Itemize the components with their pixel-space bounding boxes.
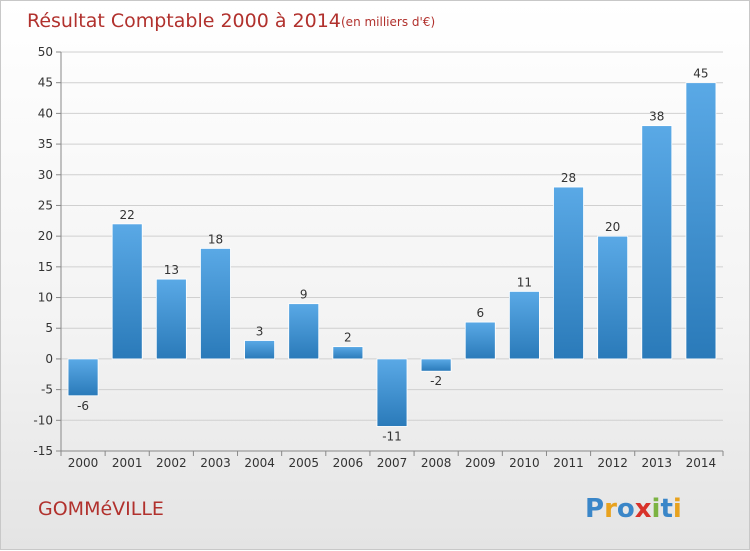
data-label: 6 xyxy=(476,306,484,320)
data-label: 20 xyxy=(605,220,620,234)
place-name: GOMMéVILLE xyxy=(38,498,164,520)
y-tick-label: 0 xyxy=(45,352,53,366)
data-label: 3 xyxy=(256,325,264,339)
bar xyxy=(464,321,496,360)
data-label: 11 xyxy=(517,275,532,289)
data-label: 9 xyxy=(300,288,308,302)
logo-letter: i xyxy=(652,494,661,524)
y-tick-label: -5 xyxy=(41,383,53,397)
bar xyxy=(200,248,231,360)
logo-letter: t xyxy=(660,494,672,524)
logo-letter: x xyxy=(635,494,652,524)
x-tick-label: 2006 xyxy=(333,456,364,470)
y-tick-label: 50 xyxy=(38,45,53,59)
bar xyxy=(244,340,276,360)
y-tick-label: 45 xyxy=(38,76,53,90)
chart-title: Résultat Comptable 2000 à 2014 xyxy=(27,10,341,32)
data-label: -6 xyxy=(77,399,89,413)
y-tick-label: -15 xyxy=(33,444,53,458)
y-axis: -15 -10 -5 0 5 10 15 20 25 30 35 40 45 50 xyxy=(33,45,62,458)
data-label: 45 xyxy=(693,67,708,81)
chart-subtitle: (en milliers d'€) xyxy=(341,15,435,29)
x-tick-label: 2014 xyxy=(686,456,717,470)
y-tick-label: 25 xyxy=(38,198,53,212)
bar xyxy=(332,346,364,360)
logo-letter: o xyxy=(617,494,635,524)
x-tick-label: 2001 xyxy=(112,456,143,470)
logo-letter: i xyxy=(673,494,682,524)
bar xyxy=(641,125,673,360)
y-tick-label: 20 xyxy=(38,229,53,243)
x-tick-label: 2007 xyxy=(377,456,408,470)
data-label: 28 xyxy=(561,171,576,185)
bar xyxy=(597,235,629,360)
x-axis: 2000 2001 2002 2003 2004 2005 2006 2007 2008 2009… xyxy=(60,450,724,470)
data-label: -2 xyxy=(430,374,442,388)
logo-letter: P xyxy=(585,494,604,524)
bar xyxy=(420,358,452,372)
bar xyxy=(376,358,408,427)
data-label: -11 xyxy=(382,429,402,443)
x-tick-label: 2005 xyxy=(288,456,319,470)
bar xyxy=(685,82,717,360)
bar xyxy=(155,278,187,360)
x-tick-label: 2004 xyxy=(244,456,275,470)
x-tick-label: 2010 xyxy=(509,456,540,470)
data-label: 18 xyxy=(208,232,223,246)
y-tick-label: -10 xyxy=(33,413,53,427)
data-label: 13 xyxy=(164,263,179,277)
x-tick-label: 2002 xyxy=(156,456,187,470)
x-tick-label: 2003 xyxy=(200,456,231,470)
y-tick-label: 35 xyxy=(38,137,53,151)
data-labels: -6 22 13 18 3 9 2 -11 -2 6 11 28 20 38 45 xyxy=(77,67,708,444)
bar xyxy=(553,186,584,360)
y-tick-label: 40 xyxy=(38,106,53,120)
bar xyxy=(508,290,540,360)
x-tick-label: 2013 xyxy=(642,456,673,470)
x-tick-label: 2009 xyxy=(465,456,496,470)
data-label: 38 xyxy=(649,110,664,124)
data-label: 22 xyxy=(120,208,135,222)
bar xyxy=(67,358,99,397)
x-tick-label: 2011 xyxy=(553,456,584,470)
data-label: 2 xyxy=(344,331,352,345)
x-tick-label: 2008 xyxy=(421,456,452,470)
x-tick-label: 2000 xyxy=(68,456,99,470)
bars xyxy=(67,82,717,427)
bar xyxy=(288,303,320,360)
y-tick-label: 15 xyxy=(38,260,53,274)
y-tick-label: 30 xyxy=(38,168,53,182)
proxiti-logo: Proxiti xyxy=(585,494,682,524)
bar xyxy=(111,223,143,360)
y-tick-label: 5 xyxy=(45,321,53,335)
x-tick-label: 2012 xyxy=(597,456,628,470)
y-tick-label: 10 xyxy=(38,291,53,305)
logo-letter: r xyxy=(604,494,617,524)
